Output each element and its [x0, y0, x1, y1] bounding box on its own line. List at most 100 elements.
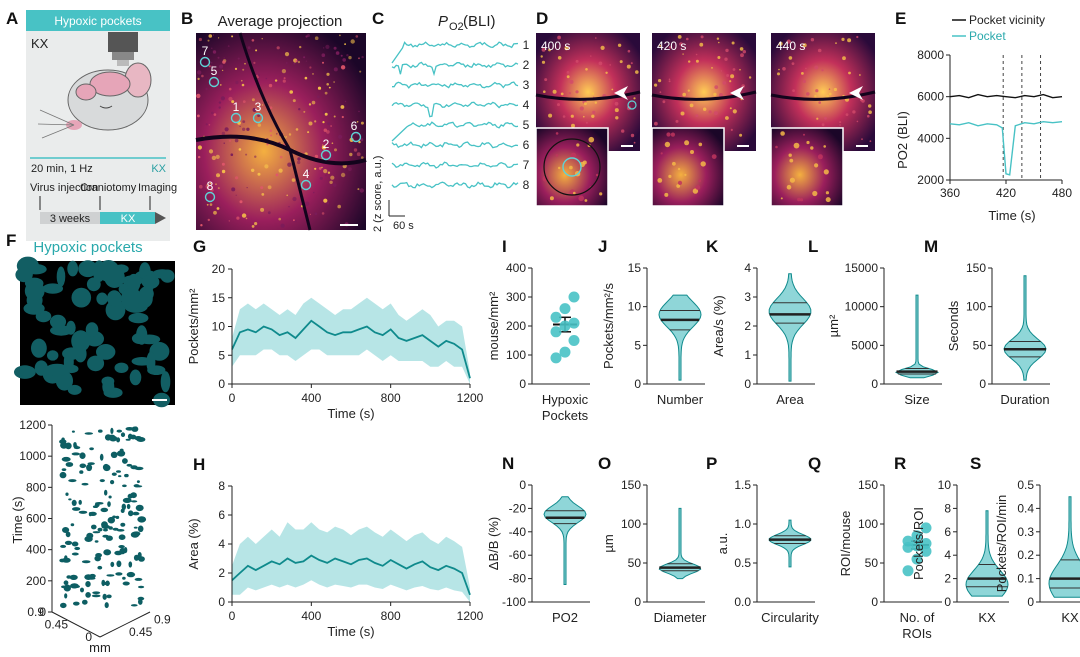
y-tick-label: 0 — [634, 595, 641, 609]
pocket-3d-point — [112, 515, 116, 519]
data-point — [920, 545, 932, 557]
panel-letter: L — [808, 237, 818, 256]
category-label: ROIs — [902, 626, 932, 641]
pocket-3d-point — [117, 450, 126, 457]
frame-speckle — [611, 88, 614, 91]
pocket-blob — [128, 312, 149, 324]
inset-speckle — [570, 152, 577, 159]
panel-f-title: Hypoxic pockets — [33, 239, 142, 256]
frame-speckle — [847, 38, 852, 43]
frame-speckle — [560, 92, 564, 96]
frame-speckle — [718, 41, 720, 44]
pocket-circle — [562, 157, 582, 177]
pocket-3d-point — [110, 480, 115, 485]
timeline-craniotomy: Craniotomy — [80, 182, 137, 194]
panel-letter: J — [598, 237, 607, 256]
trace-line — [391, 61, 519, 77]
panel-r: R 0 2 4 6 8 10 Pockets/ROI KX — [894, 454, 1009, 625]
trace-label: 7 — [523, 158, 530, 172]
frame-speckle — [782, 67, 786, 71]
pocket-3d-point — [70, 523, 75, 527]
y-tick-label: 20 — [212, 262, 226, 276]
pocket-3d-point — [133, 554, 140, 561]
scale-h-label: 60 s — [393, 220, 414, 232]
speckle-dot — [275, 173, 279, 177]
speckle-dot — [212, 50, 217, 54]
pocket-3d-point — [62, 557, 71, 563]
pocket-3d-point — [94, 555, 101, 562]
y-tick-label: 10 — [628, 300, 642, 314]
speckle-dot — [267, 101, 269, 103]
y-axis-label: Pockets/ROI/min — [994, 495, 1009, 593]
speckle-dot — [361, 156, 364, 159]
frame-speckle — [564, 46, 569, 51]
panel-letter-g: G — [193, 237, 206, 256]
pocket-blob — [87, 355, 105, 372]
frame-speckle — [703, 107, 707, 111]
legend-pocket: Pocket — [969, 29, 1006, 43]
x-tick-label: 480 — [1052, 186, 1072, 200]
y-tick-label: 1.5 — [734, 478, 751, 492]
frame-speckle — [675, 119, 679, 123]
pocket-3d-point — [108, 495, 112, 499]
pocket-3d-point — [65, 492, 69, 496]
y-tick-label: 100 — [506, 348, 526, 362]
inset-speckle — [555, 154, 559, 157]
rate-label: 20 min, 1 Hz — [31, 163, 93, 175]
pocket-3d-point — [68, 498, 72, 501]
speckle-dot — [213, 113, 217, 116]
speckle-dot — [209, 182, 212, 185]
frame-speckle — [856, 120, 859, 123]
frame-speckle — [815, 89, 819, 93]
zoom-inset — [770, 127, 844, 207]
speckle-dot — [209, 203, 213, 206]
x-tick-label: 0.9 — [27, 605, 44, 619]
inset-speckle — [789, 158, 794, 163]
panel-k: K 0 1 2 3 4 Area/s (%) Area — [706, 237, 815, 407]
frame-speckle — [700, 35, 704, 39]
y-tick-label: 0 — [944, 595, 951, 609]
pocket-3d-point — [60, 602, 67, 609]
speckle-dot — [217, 187, 220, 190]
speckle-dot — [223, 142, 225, 144]
speckle-dot — [344, 100, 347, 103]
frame-speckle — [557, 56, 562, 60]
pocket-3d-point — [132, 511, 140, 516]
pocket-blob — [31, 338, 47, 358]
speckle-dot — [242, 120, 246, 123]
roi-circle — [252, 112, 264, 124]
summary-plots: I0100200300400mouse/mm²HypoxicPocketsJ05… — [486, 237, 1080, 641]
y-tick-label: 0.1 — [1017, 572, 1034, 586]
frame-speckle — [568, 92, 571, 95]
pocket-3d-point — [86, 464, 93, 472]
pocket-blob — [23, 302, 45, 315]
pocket-blob — [127, 273, 141, 293]
frame-speckle — [788, 56, 793, 60]
speckle-dot — [314, 154, 319, 159]
speckle-dot — [286, 62, 288, 64]
pocket-3d-point — [79, 470, 84, 474]
speckle-dot — [228, 139, 232, 142]
microscope-objective-icon — [108, 32, 138, 66]
pocket-3d-point — [127, 433, 133, 440]
speckle-dot — [257, 123, 261, 127]
frame-speckle — [595, 37, 597, 39]
pocket-blob — [160, 371, 171, 393]
frame-speckle — [748, 76, 752, 79]
pocket-3d-point — [104, 489, 108, 496]
pocket-3d-point — [134, 485, 143, 488]
speckle-dot — [321, 166, 323, 169]
panel-d: D 400 s 420 s 440 s — [535, 9, 876, 207]
y-tick-label: 0 — [1027, 595, 1034, 609]
speckle-dot — [254, 222, 258, 226]
speckle-dot — [208, 124, 211, 126]
pocket-blob — [152, 269, 173, 279]
pocket-blob — [67, 260, 79, 277]
pocket-blob — [120, 287, 143, 310]
inset-speckle — [582, 160, 587, 165]
pocket-3d-point — [124, 473, 129, 478]
frame-speckle — [630, 133, 635, 138]
panel-letter-a: A — [6, 9, 18, 28]
panel-g: G 0 5 10 15 20 0 400 800 1200 Time (s) Pockets/mm² — [186, 237, 484, 421]
